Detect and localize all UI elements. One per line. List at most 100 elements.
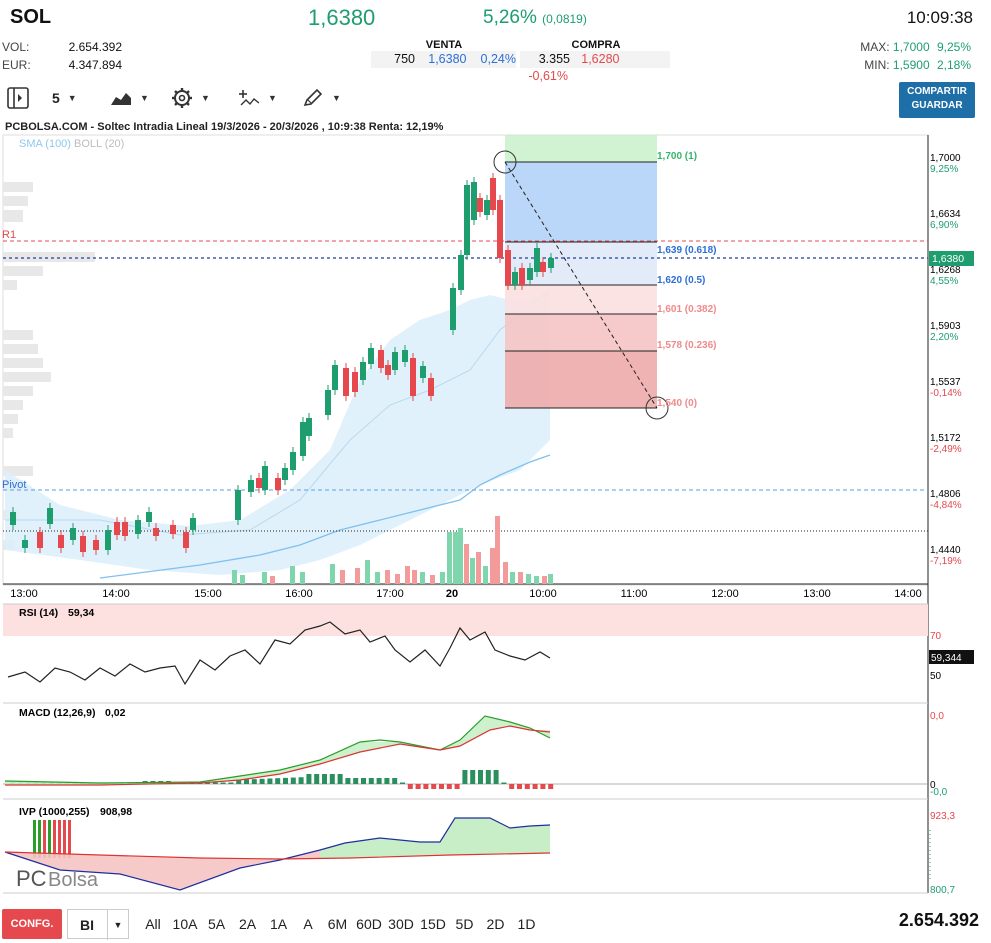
chart-type-select[interactable]: ▼ (110, 84, 149, 112)
volume-profile (3, 182, 95, 550)
volume-bar (476, 552, 481, 584)
macd-hist-bar (290, 777, 296, 784)
macd-hist-bar (439, 784, 444, 789)
macd-hist-bar (329, 774, 335, 784)
price-tick: 1,5903 (930, 321, 961, 332)
candle (540, 262, 546, 272)
price-tick: 1,5537 (930, 377, 961, 388)
rsi-level-50: 50 (930, 671, 942, 682)
ivp-fill-red (5, 818, 550, 890)
candle (402, 350, 408, 362)
candle (256, 478, 262, 488)
macd-hist-bar (415, 784, 421, 789)
drawing-tools-select[interactable]: ▼ (302, 84, 341, 112)
interval-select[interactable]: 5 ▼ (52, 84, 77, 112)
macd-hist-bar (470, 770, 476, 784)
fib-label: 1,578 (0.236) (657, 340, 717, 351)
range-button-15d[interactable]: 15D (420, 916, 446, 932)
range-button-1d[interactable]: 1D (517, 916, 536, 932)
candle (471, 182, 477, 220)
volume-bar (365, 560, 370, 584)
volume-bar (300, 572, 305, 584)
volume-bar (290, 566, 295, 584)
volume-bar (412, 570, 417, 584)
candle (70, 528, 76, 540)
rsi-tag: 59,344 (931, 653, 962, 664)
candle (534, 248, 540, 272)
range-button-all[interactable]: All (145, 916, 161, 932)
macd-hist-bar (532, 784, 538, 789)
candle (105, 530, 111, 550)
range-button-2a[interactable]: 2A (238, 916, 257, 932)
macd-hist-bar (361, 778, 366, 784)
fib-label: 1,620 (0.5) (657, 275, 705, 286)
volume-bar (542, 576, 547, 584)
candle (519, 268, 525, 285)
volume-bar (430, 575, 435, 584)
candle (93, 540, 99, 550)
config-button[interactable]: CONFG. (2, 909, 62, 939)
range-button-5d[interactable]: 5D (455, 916, 474, 932)
range-button-6m[interactable]: 6M (327, 916, 348, 932)
r1-label: R1 (2, 229, 16, 241)
candle (428, 378, 434, 396)
macd-hist-bar (220, 782, 226, 784)
fib-zone-top (505, 135, 657, 162)
share-save-button[interactable]: COMPARTIR GUARDAR (899, 82, 975, 118)
settings-select[interactable]: ▼ (171, 84, 210, 112)
range-button-5a[interactable]: 5A (207, 916, 226, 932)
bi-select[interactable]: BI ▼ (67, 909, 129, 940)
range-button-a[interactable]: A (303, 916, 313, 932)
macd-line (4, 715, 551, 784)
macd-fill (5, 716, 550, 785)
macd-label: MACD (12,26,9) (19, 707, 95, 719)
rsi-value: 59,34 (68, 607, 94, 619)
volume-bar (503, 562, 508, 584)
stat-pct: 2,18% (936, 58, 971, 72)
fib-handle-end[interactable] (645, 396, 669, 420)
ivp-value: 908,98 (100, 806, 132, 818)
macd-hist-bar (548, 784, 554, 789)
sell-price: 1,6380 (428, 52, 467, 66)
macd-hist-bar (314, 774, 320, 784)
candle (325, 390, 331, 415)
stat-value: 1,7000 (892, 40, 930, 54)
macd-hist-bar (400, 782, 405, 784)
time-tick: 14:00 (894, 588, 922, 600)
stat-eur: EUR: 4.347.894 (2, 58, 122, 72)
fib-handle-start[interactable] (493, 150, 517, 174)
boll-legend: BOLL (20) (74, 138, 124, 150)
toggle-panel-button[interactable] (6, 84, 30, 112)
save-label: GUARDAR (911, 100, 963, 111)
time-tick: 13:00 (10, 588, 38, 600)
macd-axis-top: 0,0 (930, 711, 944, 722)
macd-hist-bar (353, 778, 359, 784)
candle (235, 490, 241, 520)
candle (135, 520, 141, 534)
range-button-10a[interactable]: 10A (172, 916, 198, 932)
candle (282, 468, 288, 480)
candle (490, 178, 496, 210)
sell-title: VENTA (425, 39, 463, 51)
fib-trend-line (504, 161, 658, 409)
range-button-60d[interactable]: 60D (356, 916, 382, 932)
macd-hist-bar (540, 784, 546, 789)
volume-bar (340, 570, 345, 584)
range-button-30d[interactable]: 30D (388, 916, 414, 932)
volume-bar (510, 572, 515, 584)
macd-hist-bar (322, 774, 327, 784)
price-tick: 1,6634 (930, 209, 961, 220)
stat-value: 1,5900 (892, 58, 930, 72)
volume-bar (440, 572, 445, 584)
volume-bar (526, 574, 531, 584)
macd-hist-bar (228, 782, 234, 784)
range-button-2d[interactable]: 2D (486, 916, 505, 932)
chevron-down-icon: ▼ (67, 93, 77, 103)
macd-hist-bar (423, 784, 429, 789)
candle (548, 258, 554, 268)
indicators-select[interactable]: ▼ (238, 84, 277, 112)
sell-pct: 0,24% (480, 52, 516, 66)
range-button-1a[interactable]: 1A (269, 916, 288, 932)
